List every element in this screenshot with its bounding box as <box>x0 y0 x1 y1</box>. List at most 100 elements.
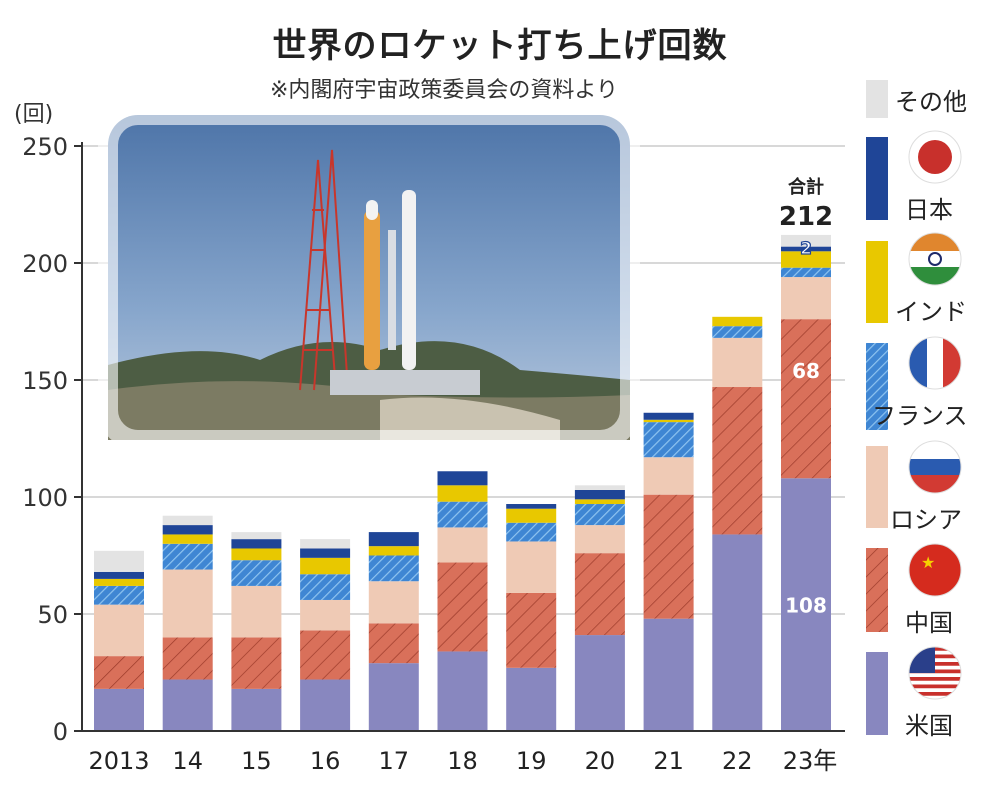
legend-swatch-other <box>866 80 888 118</box>
x-tick-label: 23年 <box>783 747 838 775</box>
bar-segment-ru <box>368 581 419 624</box>
cn-2023-label: 68 <box>792 359 820 383</box>
legend-swatch-cn <box>866 548 888 632</box>
bar-segment-jp <box>437 471 488 486</box>
legend-label-us: 米国 <box>905 712 953 740</box>
legend-swatch-ru <box>866 446 888 528</box>
bar-segment-fr <box>300 574 351 600</box>
bar-segment-fr <box>781 267 831 278</box>
bar-segment-in <box>712 316 763 327</box>
y-tick-label: 100 <box>22 484 68 512</box>
bar-segment-us <box>368 663 419 731</box>
bar-segment-ru <box>506 541 557 593</box>
bar-segment-ru <box>162 569 213 638</box>
legend-swatch-fr <box>866 343 888 430</box>
x-tick-label: 18 <box>447 747 478 775</box>
bar-segment-ru <box>231 585 282 638</box>
x-tick-label: 17 <box>379 747 410 775</box>
bar-segment-cn <box>712 387 763 535</box>
bar-segment-fr <box>437 501 488 528</box>
bar-segment-us <box>231 688 282 731</box>
legend-label-ru: ロシア <box>890 506 962 534</box>
bar-segment-ru <box>643 457 694 495</box>
bar-segment-cn <box>506 592 557 668</box>
bar-segment-us <box>643 618 694 731</box>
bar-segment-other <box>300 539 351 549</box>
bar-segment-cn <box>94 656 144 689</box>
bar-segment-in <box>437 485 488 502</box>
bar-segment-in <box>368 546 419 556</box>
bar-segment-jp <box>643 412 694 420</box>
bar-segment-cn <box>781 319 831 479</box>
bar-segment-cn <box>300 630 351 680</box>
y-tick-label: 200 <box>22 250 68 278</box>
flag-us-icon <box>908 646 962 700</box>
svg-text:★: ★ <box>921 553 935 572</box>
legend-swatch-us <box>866 652 888 735</box>
bar-segment-cn <box>231 637 282 689</box>
flag-ru-icon <box>908 440 962 494</box>
bar-segment-us <box>574 635 625 731</box>
bar-segment-other <box>781 234 831 247</box>
bar-segment-fr <box>712 326 763 338</box>
bar-segment-us <box>712 534 763 731</box>
x-tick-label: 22 <box>722 747 753 775</box>
flag-in-icon <box>908 232 962 286</box>
bar-segment-in <box>162 534 213 544</box>
flag-jp-icon <box>908 130 962 184</box>
rocket-launch-photo <box>98 105 640 450</box>
bar-segment-other <box>574 485 625 490</box>
bar-segment-ru <box>781 277 831 320</box>
total-label: 合計 <box>788 176 824 198</box>
legend-swatch-in <box>866 241 888 323</box>
bar-segment-us <box>162 679 213 731</box>
x-tick-label: 14 <box>172 747 203 775</box>
x-tick-label: 2013 <box>88 747 149 775</box>
legend-label-jp: 日本 <box>905 196 953 224</box>
bar-segment-jp <box>94 571 144 579</box>
bar-segment-cn <box>437 562 488 652</box>
bar-segment-jp <box>574 489 625 500</box>
bar-segment-in <box>94 578 144 586</box>
bar-segment-us <box>506 667 557 731</box>
bar-segment-cn <box>368 623 419 664</box>
legend-label-fr: フランス <box>872 402 968 430</box>
bar-segment-jp <box>231 539 282 549</box>
x-tick-label: 20 <box>585 747 616 775</box>
bar-segment-fr <box>506 522 557 542</box>
bar-segment-in <box>643 419 694 423</box>
bar-segment-other <box>162 515 213 526</box>
bar-segment-us <box>437 651 488 731</box>
us-2023-label: 108 <box>785 594 827 618</box>
bar-segment-cn <box>162 637 213 680</box>
y-tick-label: 150 <box>22 367 68 395</box>
bar-segment-cn <box>574 553 625 636</box>
bar-segment-jp <box>300 548 351 558</box>
bar-segment-fr <box>231 560 282 586</box>
legend-label-cn: 中国 <box>905 609 953 637</box>
flag-cn-icon: ★ <box>908 543 962 597</box>
legend-swatch-jp <box>866 137 888 220</box>
total-value: 212 <box>779 202 833 232</box>
bar-segment-jp <box>506 504 557 509</box>
bar-segment-in <box>300 557 351 575</box>
x-tick-label: 16 <box>310 747 341 775</box>
y-tick-label: 50 <box>37 601 68 629</box>
bar-segment-ru <box>712 337 763 388</box>
y-tick-label: 0 <box>53 718 68 746</box>
bar-segment-in <box>506 508 557 523</box>
bar-segment-cn <box>643 494 694 619</box>
bar-segment-us <box>300 679 351 731</box>
bar-segment-fr <box>643 422 694 458</box>
bar-segment-jp <box>781 246 831 252</box>
bar-segment-ru <box>574 525 625 554</box>
bar-segment-other <box>231 532 282 540</box>
x-tick-label: 19 <box>516 747 547 775</box>
bar-segment-fr <box>162 543 213 570</box>
bar-segment-ru <box>94 604 144 657</box>
jp-2023-label: 2 <box>800 239 812 259</box>
flag-fr-icon <box>908 336 962 390</box>
bar-segment-ru <box>300 599 351 631</box>
legend-label-in: インド <box>895 298 967 326</box>
